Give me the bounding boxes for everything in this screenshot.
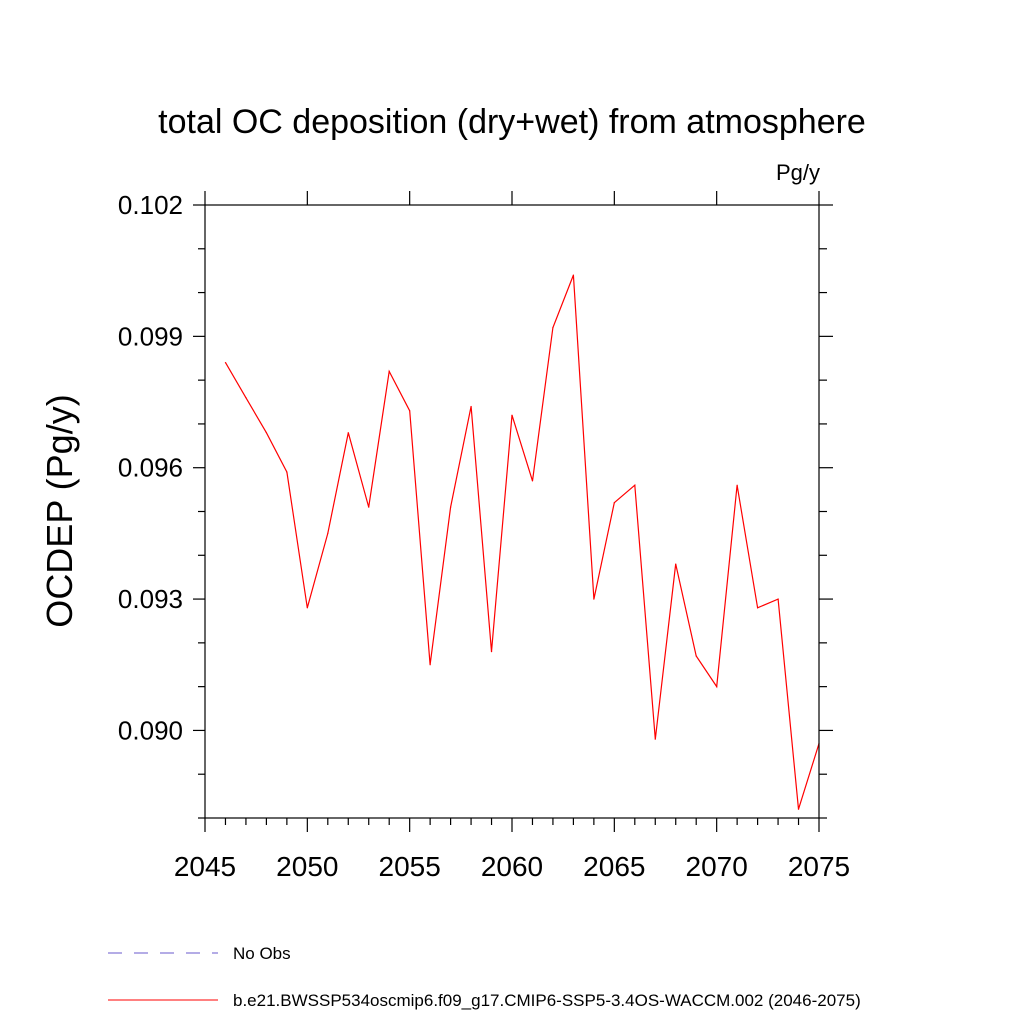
data-point — [511, 414, 513, 416]
data-point — [224, 362, 227, 364]
data-point — [306, 607, 308, 609]
x-tick-label: 2060 — [481, 851, 543, 882]
data-point — [634, 484, 636, 486]
plot-frame — [204, 204, 820, 819]
data-point — [245, 397, 247, 399]
legend-label-model-run: b.e21.BWSSP534oscmip6.f09_g17.CMIP6-SSP5… — [233, 991, 861, 1010]
data-point — [736, 484, 738, 486]
legend: No Obs b.e21.BWSSP534oscmip6.f09_g17.CMI… — [108, 944, 861, 1010]
data-point — [450, 506, 452, 508]
x-tick-label: 2055 — [379, 851, 441, 882]
y-axis-ticks: 0.090 0.093 0.096 0.099 0.102 — [118, 190, 833, 819]
x-tick-label: 2045 — [174, 851, 236, 882]
data-point — [695, 655, 697, 657]
series-layer — [224, 274, 820, 810]
data-point — [552, 327, 554, 329]
data-point — [409, 410, 411, 412]
data-point — [572, 274, 575, 276]
data-point — [675, 563, 677, 565]
series-line-1 — [224, 274, 820, 810]
data-point — [716, 686, 718, 688]
y-tick-label: 0.090 — [118, 715, 183, 745]
data-point — [654, 738, 656, 740]
data-point — [593, 598, 595, 600]
y-tick-label: 0.093 — [118, 584, 183, 614]
data-point — [613, 502, 615, 504]
legend-entry-model-run: b.e21.BWSSP534oscmip6.f09_g17.CMIP6-SSP5… — [108, 991, 861, 1010]
data-point — [286, 471, 288, 473]
data-point — [368, 506, 370, 508]
data-point — [388, 370, 390, 372]
y-tick-label: 0.099 — [118, 321, 183, 351]
x-tick-label: 2065 — [583, 851, 645, 882]
data-point — [429, 664, 431, 666]
data-point — [777, 598, 779, 600]
data-point — [531, 480, 534, 482]
units-label: Pg/y — [776, 160, 820, 185]
data-point — [327, 532, 329, 534]
y-tick-label: 0.102 — [118, 190, 183, 220]
x-tick-label: 2075 — [788, 851, 850, 882]
x-tick-label: 2070 — [686, 851, 748, 882]
y-axis-label: OCDEP (Pg/y) — [39, 394, 80, 627]
data-point — [490, 651, 493, 653]
y-tick-label: 0.096 — [118, 453, 183, 483]
chart-title: total OC deposition (dry+wet) from atmos… — [158, 103, 866, 141]
data-point — [347, 432, 349, 434]
legend-label-no-obs: No Obs — [233, 944, 291, 963]
x-axis-ticks: 2045 2050 2055 2060 2065 2070 2075 — [174, 191, 850, 882]
data-point — [757, 607, 759, 609]
legend-entry-no-obs: No Obs — [108, 944, 291, 963]
x-tick-label: 2050 — [276, 851, 338, 882]
data-point — [797, 808, 800, 810]
data-point — [470, 405, 472, 408]
data-point — [265, 432, 267, 434]
